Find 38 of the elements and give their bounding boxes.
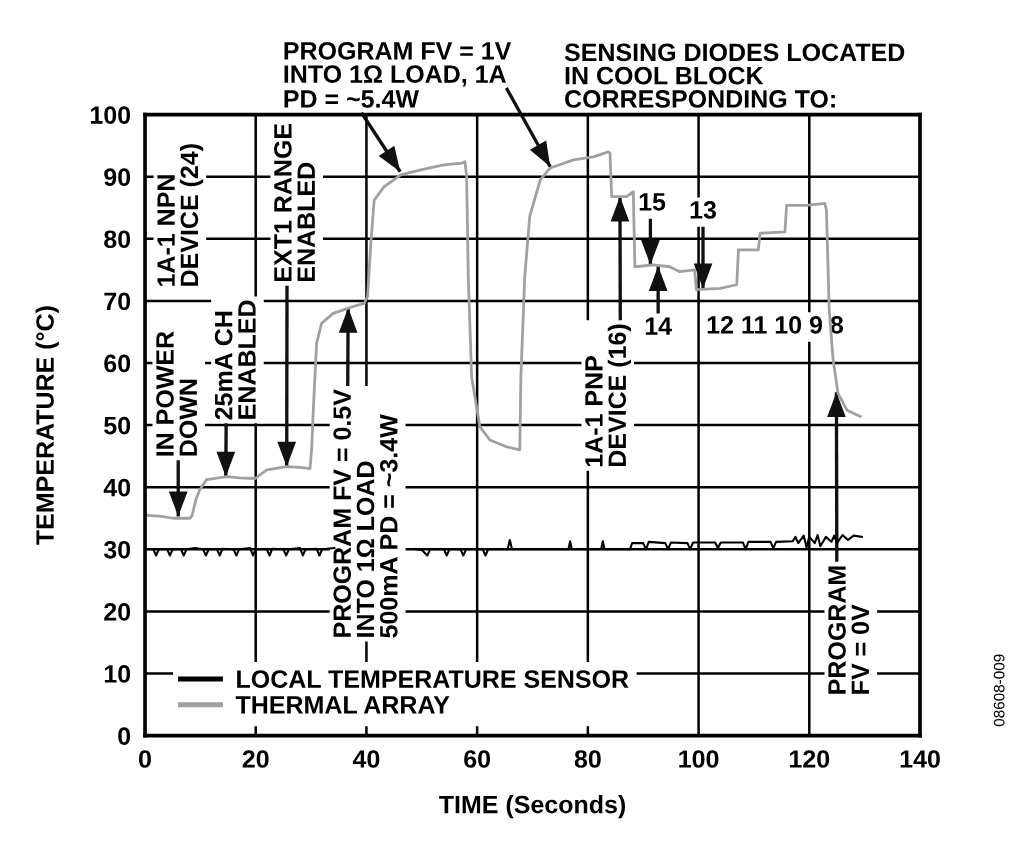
annotation: 12 11 10 9 8 bbox=[707, 315, 844, 334]
y-tick-label: 90 bbox=[104, 168, 131, 186]
y-tick-label: 50 bbox=[104, 416, 131, 435]
annotation: PROGRAM FV = 0V bbox=[828, 566, 870, 694]
x-tick-label: 120 bbox=[790, 750, 830, 768]
y-tick-label: 20 bbox=[104, 603, 131, 621]
annotation: 14 bbox=[645, 317, 672, 335]
annotation: PROGRAM FV = 1V INTO 1Ω LOAD, 1A bbox=[284, 41, 512, 87]
annotation: 15 bbox=[639, 193, 666, 211]
text: 08608-009 bbox=[993, 654, 1005, 727]
annotation: PROGRAM FV = 0.5V INTO 1Ω LOAD 500mA PD = ~3.4W bbox=[333, 389, 398, 638]
annotation: 25mA CH ENABLED bbox=[214, 300, 256, 420]
text: SENSING DIODES LOCATED IN COOL BLOCK CORRESPONDING TO: bbox=[564, 43, 905, 108]
y-tick-label: 70 bbox=[104, 292, 131, 311]
legend-label: LOCAL TEMPERATURE SENSOR bbox=[237, 670, 629, 688]
annotation: PD = ~5.4W bbox=[284, 90, 419, 108]
x-tick-label: 0 bbox=[139, 750, 151, 768]
x-tick-label: 40 bbox=[352, 750, 380, 768]
y-tick-label: 60 bbox=[104, 354, 131, 373]
x-axis-title: TIME (Seconds) bbox=[439, 795, 626, 819]
y-tick-label: 30 bbox=[103, 540, 131, 559]
y-axis-title: TEMPERATURE (°C) bbox=[35, 306, 59, 545]
y-tick-label: 10 bbox=[104, 665, 131, 683]
y-tick-label: 80 bbox=[104, 230, 131, 249]
legend-label: THERMAL ARRAY bbox=[235, 696, 450, 714]
x-tick-label: 80 bbox=[574, 750, 601, 768]
x-tick-label: 140 bbox=[900, 750, 940, 768]
y-tick-label: 40 bbox=[103, 478, 131, 497]
annotation: 1A-1 NPN DEVICE (24) bbox=[157, 144, 204, 286]
annotation: 13 bbox=[690, 201, 716, 219]
x-tick-label: 20 bbox=[242, 750, 269, 768]
y-tick-label: 100 bbox=[90, 106, 131, 124]
annotation: EXT1 RANGE ENABLED bbox=[274, 123, 315, 281]
x-tick-label: 100 bbox=[679, 750, 719, 768]
annotation: IN POWER DOWN bbox=[156, 331, 198, 456]
annotation: 1A-1 PNP DEVICE (16) bbox=[585, 324, 632, 467]
x-tick-label: 60 bbox=[464, 750, 491, 768]
y-tick-label: 0 bbox=[118, 727, 131, 745]
